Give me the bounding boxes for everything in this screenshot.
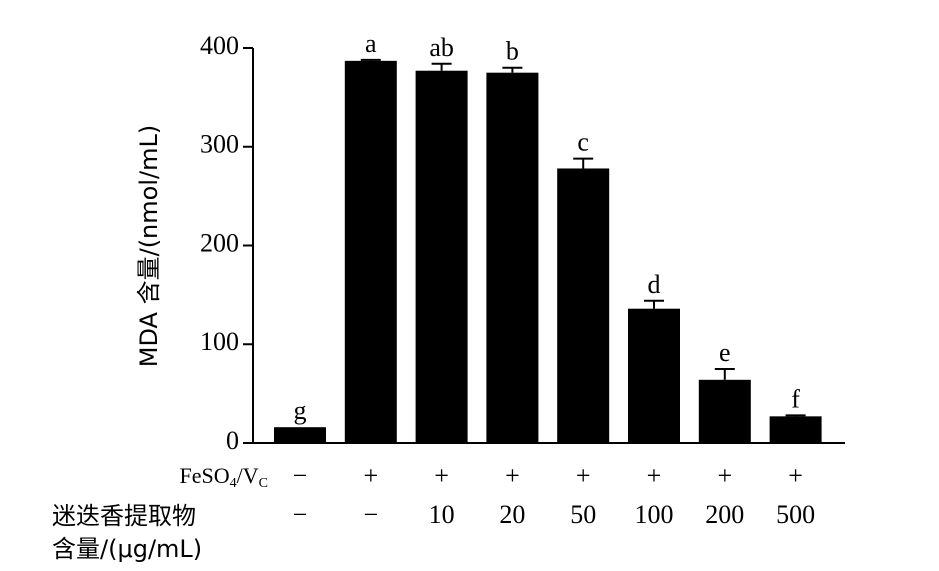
treatment-value: −	[293, 500, 308, 529]
row-label: 迷迭香提取物	[52, 502, 196, 530]
y-tick-label: 400	[200, 31, 239, 60]
bar	[274, 427, 326, 443]
significance-letter: g	[294, 396, 307, 425]
treatment-value: +	[363, 461, 378, 490]
treatment-value: 50	[570, 500, 596, 529]
significance-letter: d	[648, 270, 661, 299]
bar	[698, 379, 751, 443]
y-axis-label: MDA 含量/(nmol/mL)	[135, 125, 163, 367]
significance-letter: ab	[429, 33, 454, 62]
treatment-value: −	[293, 461, 308, 490]
treatment-value: +	[717, 461, 732, 490]
treatment-value: 10	[429, 500, 455, 529]
bar	[486, 72, 539, 443]
row-label-part: 4	[230, 476, 237, 491]
bar	[415, 70, 468, 444]
row-label: 含量/(μg/mL)	[52, 535, 202, 563]
y-tick-label: 200	[200, 228, 239, 257]
treatment-value: 20	[499, 500, 525, 529]
treatment-value: +	[647, 461, 662, 490]
treatment-value: 500	[776, 500, 815, 529]
bar	[344, 60, 397, 444]
treatment-value: +	[434, 461, 449, 490]
significance-letter: e	[719, 338, 731, 367]
y-tick-label: 100	[200, 327, 239, 356]
bar	[769, 416, 822, 443]
treatment-value: −	[363, 500, 378, 529]
significance-letter: f	[791, 384, 800, 413]
y-tick-label: 0	[226, 426, 239, 455]
significance-letter: b	[506, 37, 519, 66]
bar	[557, 168, 610, 443]
treatment-value: +	[788, 461, 803, 490]
row-label: FeSO4/VC	[180, 463, 268, 491]
row-label-part: FeSO	[180, 463, 230, 488]
row-label-part: /V	[237, 463, 259, 488]
treatment-value: +	[505, 461, 520, 490]
bar	[628, 308, 680, 443]
significance-letter: c	[577, 128, 589, 157]
y-tick-label: 300	[200, 130, 239, 159]
significance-letter: a	[365, 29, 377, 58]
treatment-value: 100	[635, 500, 674, 529]
row-label-part: C	[259, 476, 268, 491]
treatment-value: 200	[705, 500, 744, 529]
treatment-value: +	[576, 461, 591, 490]
